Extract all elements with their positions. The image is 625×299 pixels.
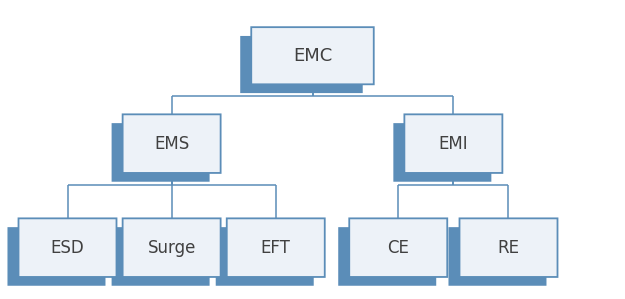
Text: EMC: EMC bbox=[293, 47, 332, 65]
Text: RE: RE bbox=[498, 239, 519, 257]
Text: ESD: ESD bbox=[51, 239, 84, 257]
Text: EFT: EFT bbox=[261, 239, 291, 257]
FancyBboxPatch shape bbox=[216, 227, 314, 286]
FancyBboxPatch shape bbox=[251, 27, 374, 84]
FancyBboxPatch shape bbox=[404, 114, 502, 173]
Text: EMI: EMI bbox=[439, 135, 468, 153]
FancyBboxPatch shape bbox=[122, 218, 221, 277]
FancyBboxPatch shape bbox=[240, 36, 362, 93]
FancyBboxPatch shape bbox=[338, 227, 436, 286]
Text: Surge: Surge bbox=[148, 239, 196, 257]
FancyBboxPatch shape bbox=[227, 218, 325, 277]
FancyBboxPatch shape bbox=[19, 218, 116, 277]
FancyBboxPatch shape bbox=[122, 114, 221, 173]
FancyBboxPatch shape bbox=[349, 218, 448, 277]
Text: CE: CE bbox=[388, 239, 409, 257]
FancyBboxPatch shape bbox=[449, 227, 546, 286]
FancyBboxPatch shape bbox=[459, 218, 558, 277]
Text: EMS: EMS bbox=[154, 135, 189, 153]
FancyBboxPatch shape bbox=[112, 227, 209, 286]
FancyBboxPatch shape bbox=[8, 227, 106, 286]
FancyBboxPatch shape bbox=[393, 123, 491, 182]
FancyBboxPatch shape bbox=[112, 123, 209, 182]
